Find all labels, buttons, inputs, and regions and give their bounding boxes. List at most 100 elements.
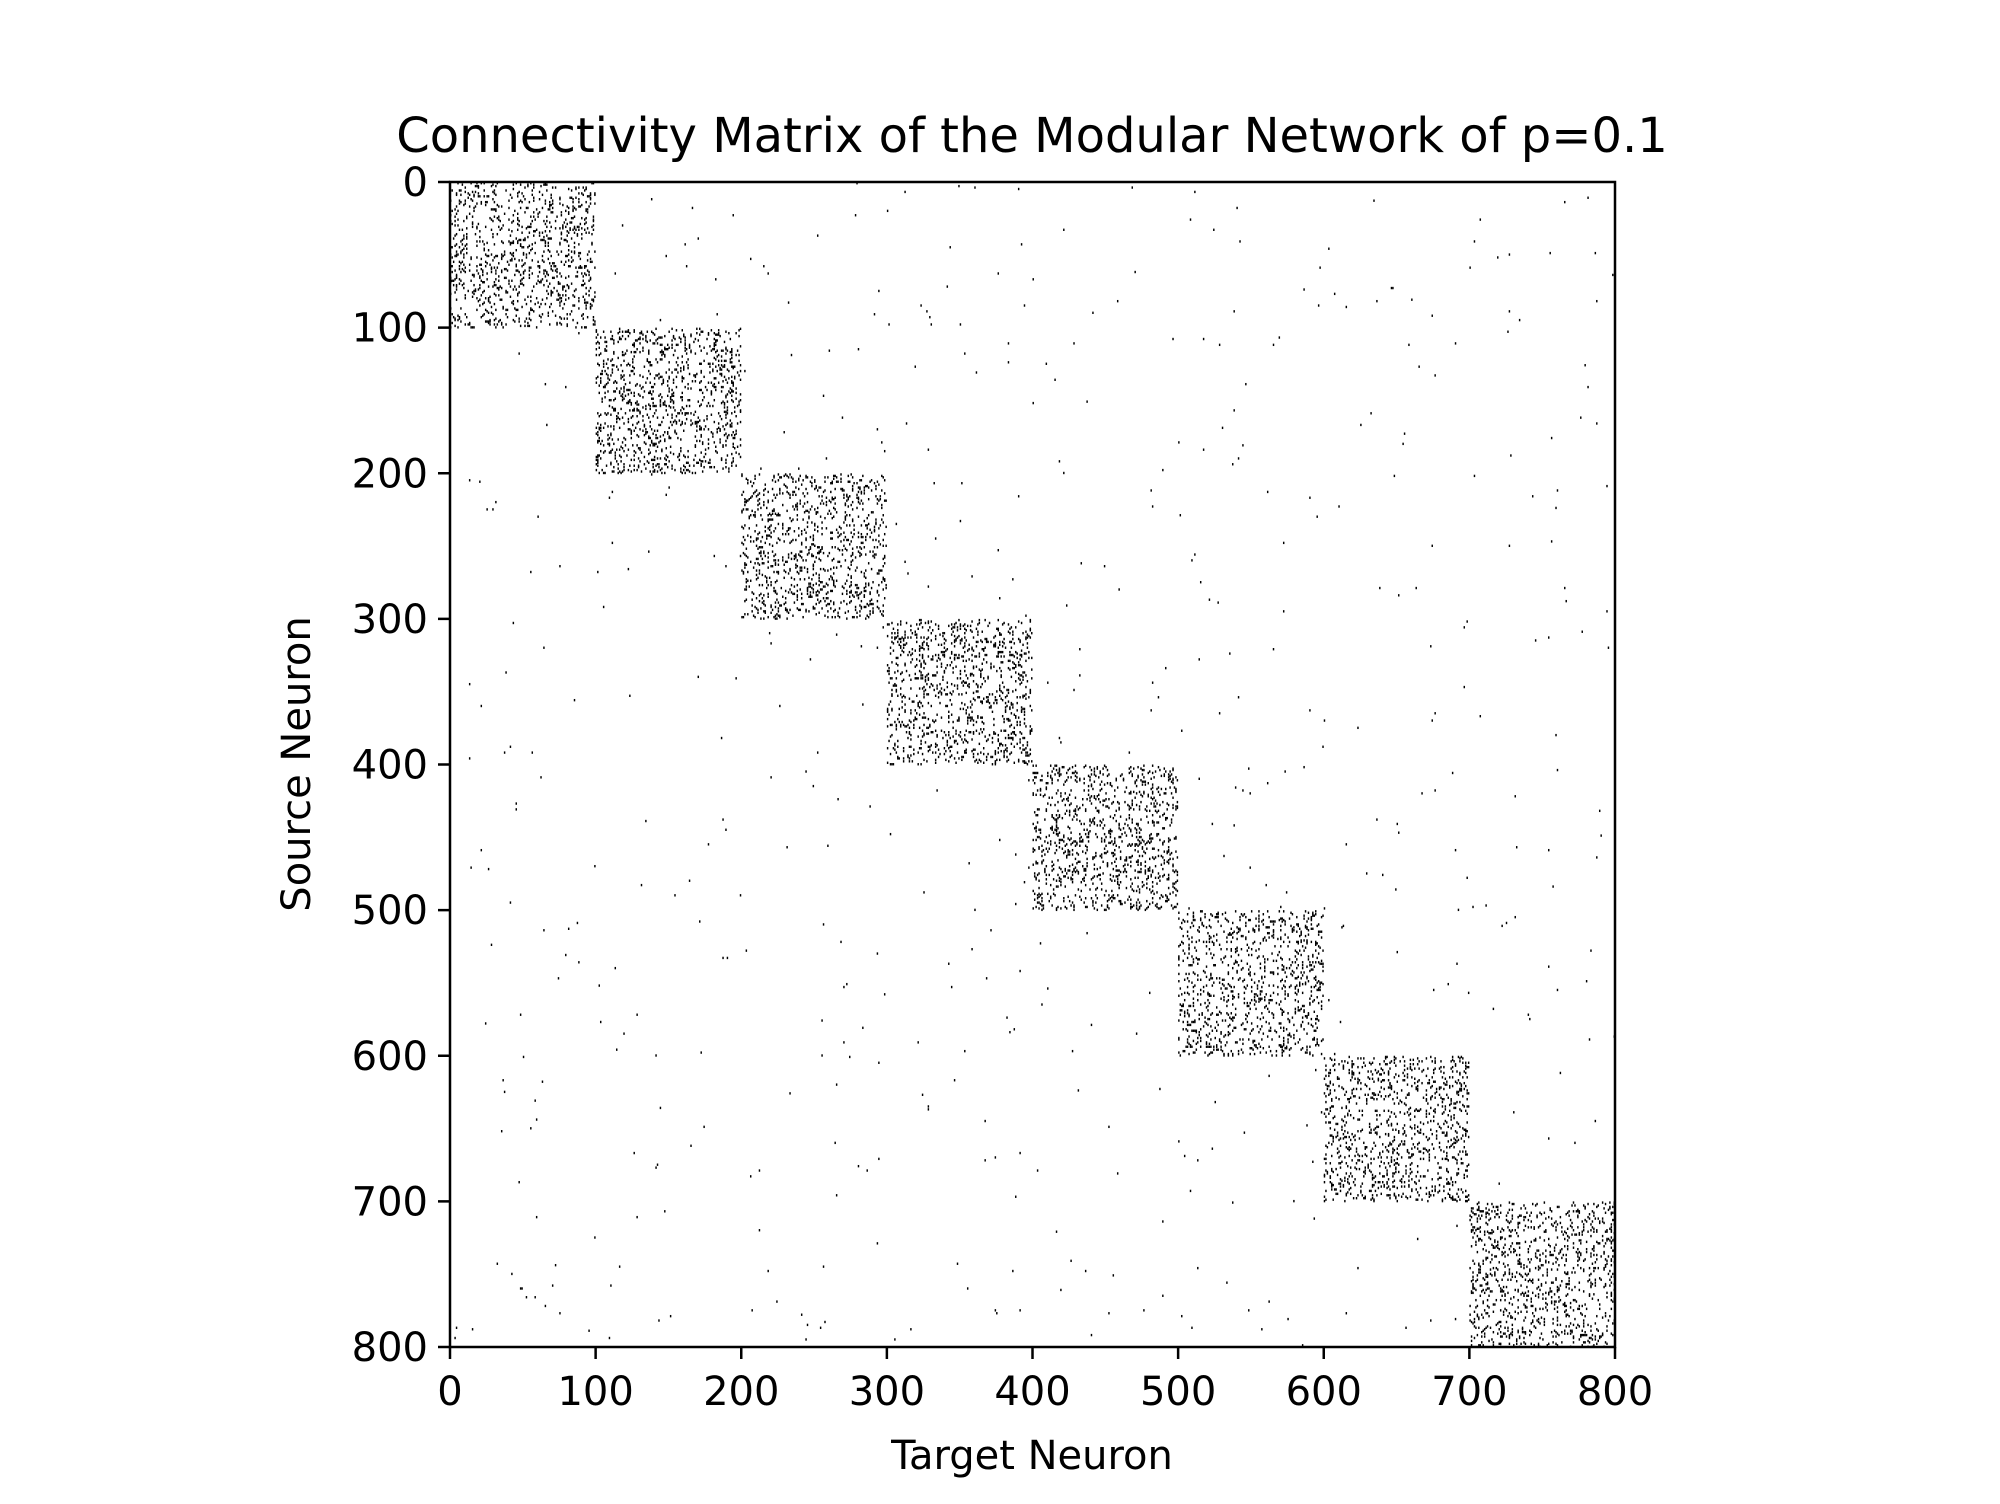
connection-cell — [1345, 305, 1348, 309]
connection-cell — [1105, 835, 1107, 839]
connection-cell — [659, 358, 662, 361]
connection-cell — [515, 288, 517, 291]
connection-cell — [1116, 800, 1119, 804]
connection-cell — [770, 605, 772, 609]
connection-cell — [808, 595, 810, 598]
connection-cell — [495, 272, 497, 275]
connection-cell — [471, 225, 474, 229]
connection-cell — [867, 522, 870, 526]
connection-cell — [614, 457, 617, 460]
connection-cell — [502, 224, 504, 227]
connection-cell — [1596, 299, 1598, 303]
connection-cell — [1099, 854, 1101, 858]
connection-cell — [486, 195, 488, 198]
connection-cell — [457, 318, 459, 322]
connection-cell — [468, 269, 471, 272]
connection-cell — [968, 643, 970, 647]
connection-cell — [602, 451, 605, 454]
connection-cell — [1237, 696, 1240, 699]
connection-cell — [704, 425, 707, 428]
connection-cell — [669, 451, 672, 454]
connection-cell — [999, 687, 1001, 690]
connection-cell — [824, 489, 826, 492]
connection-cell — [850, 560, 852, 564]
connection-cell — [1143, 764, 1145, 767]
connection-cell — [707, 331, 710, 335]
connection-cell — [1102, 799, 1104, 802]
connection-cell — [754, 477, 756, 481]
connection-cell — [725, 378, 727, 381]
connection-cell — [1131, 774, 1133, 778]
connection-cell — [535, 282, 538, 285]
connection-cell — [792, 505, 794, 508]
connection-cell — [985, 758, 988, 762]
connection-cell — [569, 227, 571, 230]
connection-cell — [1393, 474, 1396, 478]
connection-cell — [1067, 825, 1069, 829]
connection-cell — [1151, 764, 1154, 767]
connection-cell — [522, 253, 525, 256]
connection-cell — [1153, 821, 1155, 824]
connection-cell — [620, 374, 622, 377]
connection-cell — [696, 439, 698, 443]
connection-cell — [946, 739, 949, 743]
connection-cell — [1036, 789, 1039, 792]
connection-cell — [460, 262, 462, 265]
connection-cell — [1063, 765, 1065, 769]
connection-cell — [950, 713, 953, 716]
connection-cell — [827, 569, 829, 572]
connection-cell — [467, 289, 469, 293]
connection-cell — [716, 470, 718, 473]
connection-cell — [653, 429, 656, 432]
connection-cell — [1138, 835, 1141, 839]
connection-cell — [881, 569, 883, 572]
connection-cell — [672, 334, 675, 338]
connection-cell — [873, 556, 876, 559]
connection-cell — [1023, 748, 1026, 751]
connection-cell — [621, 393, 624, 396]
connection-cell — [782, 524, 784, 527]
connection-cell — [805, 559, 807, 562]
connection-cell — [812, 605, 815, 609]
connection-cell — [578, 228, 580, 231]
connection-cell — [525, 302, 528, 306]
connection-cell — [914, 716, 916, 719]
connection-cell — [790, 540, 793, 543]
connection-cell — [1009, 631, 1011, 635]
connection-cell — [971, 575, 973, 578]
connection-cell — [1000, 655, 1002, 658]
connection-cell — [1157, 854, 1160, 858]
connection-cell — [945, 666, 947, 670]
connection-cell — [934, 694, 937, 697]
connection-cell — [865, 524, 867, 527]
connection-cell — [1033, 771, 1036, 775]
connection-cell — [904, 696, 906, 699]
connection-cell — [796, 559, 799, 562]
connection-cell — [1172, 803, 1174, 807]
connection-cell — [886, 717, 889, 721]
connection-cell — [642, 337, 644, 341]
connection-cell — [599, 372, 602, 376]
connection-cell — [1170, 773, 1173, 776]
connection-cell — [707, 461, 710, 464]
connection-cell — [859, 551, 861, 555]
connection-cell — [1070, 831, 1072, 834]
connection-cell — [655, 409, 657, 412]
connection-cell — [1138, 831, 1141, 834]
connection-cell — [614, 397, 617, 400]
connection-cell — [891, 707, 893, 711]
connection-cell — [891, 631, 893, 635]
connection-cell — [1137, 765, 1139, 769]
connection-cell — [733, 433, 736, 437]
connection-cell — [895, 656, 898, 660]
connection-cell — [492, 198, 494, 201]
connection-cell — [930, 631, 933, 635]
connection-cell — [731, 348, 733, 351]
connection-cell — [834, 615, 836, 619]
connection-cell — [610, 425, 612, 428]
connection-cell — [888, 713, 890, 716]
connection-cell — [911, 760, 914, 763]
connection-cell — [508, 218, 510, 221]
connection-cell — [1055, 792, 1058, 795]
connection-cell — [1115, 819, 1117, 823]
